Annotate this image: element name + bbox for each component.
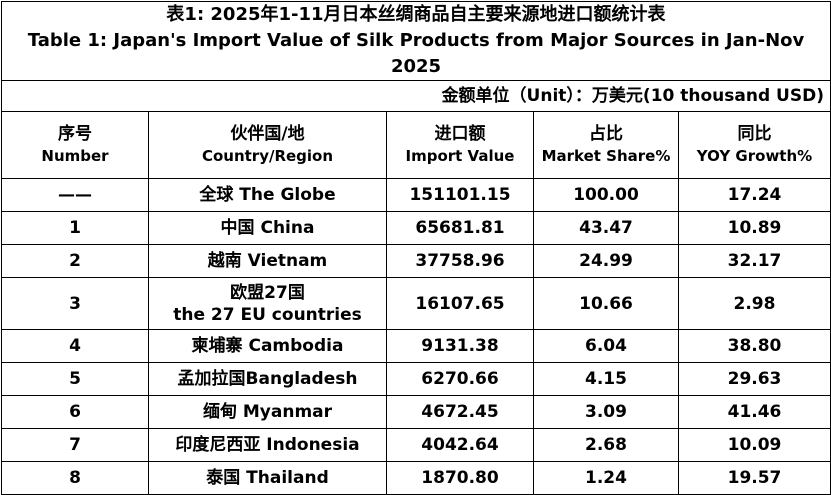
data-cell: 3.09 [533,395,679,429]
data-cell: 1.24 [533,461,679,495]
data-cell: 越南 Vietnam [148,244,387,278]
data-cell: 17.24 [678,178,831,212]
data-cell: 1 [1,211,149,245]
data-cell: 10.09 [678,428,831,462]
data-cell: 43.47 [533,211,679,245]
data-row: 6 缅甸 Myanmar 4672.45 3.09 41.46 [1,395,831,429]
header-cell: 序号 Number [1,111,149,179]
title-row: 表1: 2025年1-11月日本丝绸商品自主要来源地进口额统计表 Table 1… [1,1,831,81]
header-text: Market Share% [541,147,671,165]
data-cell: 24.99 [533,244,679,278]
data-cell: 16107.65 [386,277,534,330]
unit: 金额单位（Unit）：万美元(10 thousand USD) [1,80,831,112]
data-row: —— 全球 The Globe 151101.15 100.00 17.24 [1,178,831,212]
data-cell: 全球 The Globe [148,178,387,212]
header-text: Number [41,147,109,165]
cell-line: 欧盟27国 [230,282,305,303]
header-text: 占比 [589,124,623,144]
header-row: 序号 Number 伙伴国/地 Country/Region 进口额 Import Val… [1,111,831,179]
data-cell: 中国 China [148,211,387,245]
header-text: Country/Region [201,147,334,165]
data-cell: 8 [1,461,149,495]
data-row: 1 中国 China 65681.81 43.47 10.89 [1,211,831,245]
header-cell: 占比 Market Share% [533,111,679,179]
data-cell: 6 [1,395,149,429]
header-text: 伙伴国/地 [230,124,305,144]
data-cell: 19.57 [678,461,831,495]
data-cell: 9131.38 [386,329,534,363]
data-cell: 1870.80 [386,461,534,495]
data-cell: 4672.45 [386,395,534,429]
data-cell: 100.00 [533,178,679,212]
data-cell: 4.15 [533,362,679,396]
data-row: 5 孟加拉国Bangladesh 6270.66 4.15 29.63 [1,362,831,396]
header-text: Import Value [405,147,515,165]
data-cell: 4 [1,329,149,363]
data-cell: 孟加拉国Bangladesh [148,362,387,396]
header-cell: 进口额 Import Value [386,111,534,179]
data-cell: 151101.15 [386,178,534,212]
data-cell: —— [1,178,149,212]
data-cell: 29.63 [678,362,831,396]
data-cell: 印度尼西亚 Indonesia [148,428,387,462]
data-cell: 3 [1,277,149,330]
unit-row: 金额单位（Unit）：万美元(10 thousand USD) [1,80,831,112]
header-text: 同比 [737,124,772,144]
data-cell: 5 [1,362,149,396]
data-cell: 欧盟27国 the 27 EU countries [148,277,387,330]
data-cell: 2.98 [678,277,831,330]
header-text: YOY Growth% [696,147,813,165]
data-row: 3 欧盟27国 the 27 EU countries 16107.65 10.66 2.… [1,277,831,330]
header-text: 进口额 [434,124,486,144]
data-cell: 38.80 [678,329,831,363]
data-cell: 6.04 [533,329,679,363]
data-cell: 10.89 [678,211,831,245]
data-cell: 37758.96 [386,244,534,278]
data-cell: 4042.64 [386,428,534,462]
data-cell: 6270.66 [386,362,534,396]
data-row: 4 柬埔寨 Cambodia 9131.38 6.04 38.80 [1,329,831,363]
header-cell: 伙伴国/地 Country/Region [148,111,387,179]
data-cell: 10.66 [533,277,679,330]
data-cell: 柬埔寨 Cambodia [148,329,387,363]
data-cell: 32.17 [678,244,831,278]
data-row: 7 印度尼西亚 Indonesia 4042.64 2.68 10.09 [1,428,831,462]
data-cell: 2 [1,244,149,278]
header-text: 序号 [58,124,92,144]
data-row: 2 越南 Vietnam 37758.96 24.99 32.17 [1,244,831,278]
data-cell: 缅甸 Myanmar [148,395,387,429]
data-cell: 41.46 [678,395,831,429]
data-cell: 7 [1,428,149,462]
data-cell: 泰国 Thailand [148,461,387,495]
header-cell: 同比 YOY Growth% [678,111,831,179]
cell-line: the 27 EU countries [173,304,362,325]
data-cell: 65681.81 [386,211,534,245]
title-cell: 表1: 2025年1-11月日本丝绸商品自主要来源地进口额统计表 Table 1… [1,1,831,81]
data-cell: 2.68 [533,428,679,462]
data-row: 8 泰国 Thailand 1870.80 1.24 19.57 [1,461,831,495]
title-en: Table 1: Japan's Import Value of Silk Pr… [27,30,805,77]
title-zh: 表1: 2025年1-11月日本丝绸商品自主要来源地进口额统计表 [166,4,666,25]
